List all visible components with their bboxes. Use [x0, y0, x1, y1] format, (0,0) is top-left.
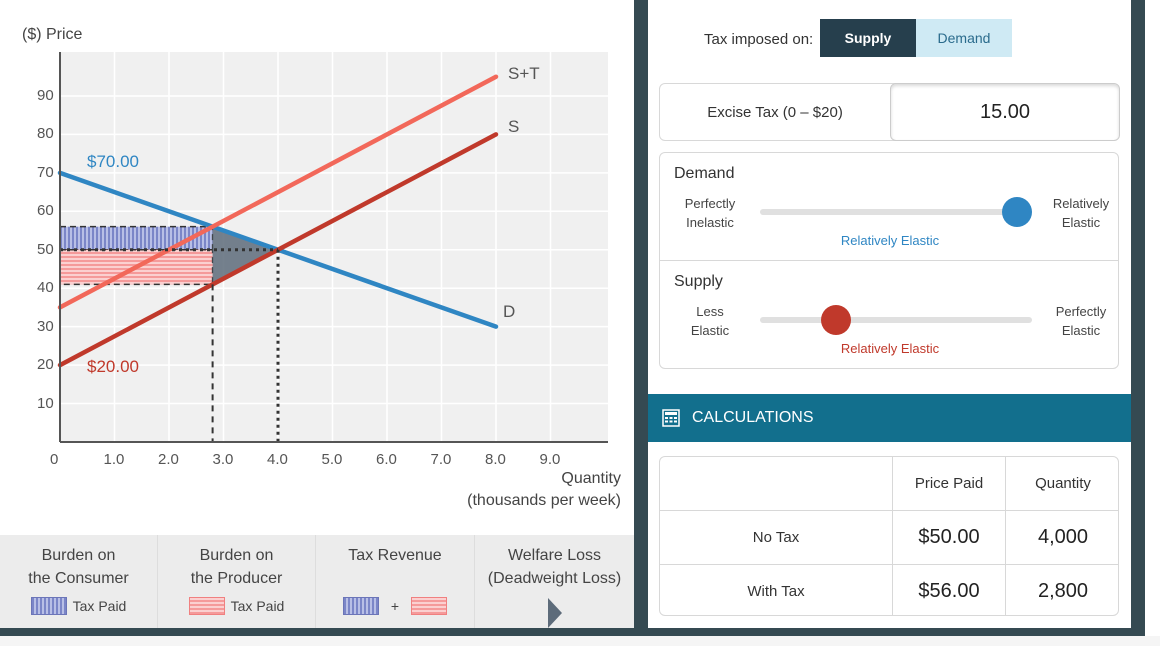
demand-line-label: D — [503, 302, 516, 321]
revenue-plus: + — [390, 598, 400, 614]
supply-elasticity-value: Relatively Elastic — [840, 341, 940, 356]
legend-consumer-line2: the Consumer — [28, 570, 129, 587]
guide-lines — [60, 248, 280, 442]
y-tick-label: 60 — [37, 202, 54, 220]
supply-right-line1: Perfectly — [1055, 304, 1107, 319]
x-tick-label: 5.0 — [321, 451, 343, 468]
y-tick-label: 30 — [37, 317, 54, 335]
y-tick-label: 80 — [37, 125, 54, 143]
revenue-consumer-swatch — [342, 597, 379, 615]
y-tick-label: 50 — [37, 240, 54, 258]
excise-tax-box: Excise Tax (0 – $20) 15.00 — [659, 83, 1120, 141]
tax-imposed-label: Tax imposed on: — [704, 31, 814, 48]
y-tick-label: 90 — [37, 86, 54, 104]
col-price-paid: Price Paid — [914, 475, 984, 492]
panel-gap — [634, 0, 648, 636]
demand-right-line2: Elastic — [1061, 215, 1101, 230]
row-no-tax-label: No Tax — [752, 529, 800, 546]
y-axis-label: ($) Price — [22, 26, 83, 43]
legend-revenue-title: Tax Revenue — [348, 547, 442, 564]
supply-right-line2: Elastic — [1061, 323, 1101, 338]
bottom-strip — [0, 636, 1160, 646]
x-axis-label-line1: Quantity — [561, 470, 621, 487]
demand-intercept-label: $70.00 — [87, 152, 139, 171]
y-tick-label: 40 — [37, 279, 54, 297]
legend-consumer: Burden on the Consumer Tax Paid — [0, 535, 158, 628]
supply-right-label: Perfectly Elastic — [1043, 302, 1119, 340]
supply-slider-title: Supply — [674, 273, 723, 290]
demand-left-label: Perfectly Inelastic — [670, 194, 750, 232]
supply-slider-track[interactable] — [760, 317, 1032, 323]
tax-on-supply-button[interactable]: Supply — [820, 19, 916, 57]
legend-welfare-line1: Welfare Loss — [507, 547, 602, 564]
legend-producer-line1: Burden on — [199, 547, 274, 564]
chart-panel: ($) Price 10 20 30 40 50 60 70 80 90 1.0 2.0 3.0 4.… — [0, 26, 634, 628]
legend-welfare: Welfare Loss (Deadweight Loss) — [475, 535, 634, 628]
y-tick-label: 70 — [37, 163, 54, 181]
x-tick-label: 2.0 — [158, 451, 179, 468]
supply-left-label: Less Elastic — [670, 302, 750, 340]
legend-producer: Burden on the Producer Tax Paid — [158, 535, 316, 628]
right-edge — [1145, 0, 1160, 636]
x-tick-label: 1.0 — [103, 451, 125, 468]
x-tick-label: 6.0 — [376, 451, 397, 468]
calculator-icon — [662, 409, 680, 427]
calculations-title: CALCULATIONS — [692, 409, 814, 426]
demand-slider-title: Demand — [674, 165, 735, 182]
legend-producer-line2: the Producer — [190, 570, 283, 587]
supply-intercept-label: $20.00 — [87, 357, 139, 376]
revenue-producer-swatch — [411, 597, 448, 615]
x-tick-label: 7.0 — [430, 451, 452, 468]
legend-welfare-line2: (Deadweight Loss) — [487, 570, 622, 587]
row-with-tax-label: With Tax — [747, 582, 805, 600]
calculations-table: Price Paid Quantity No Tax $50.00 4,000 … — [659, 456, 1119, 616]
supply-slider-handle[interactable] — [820, 305, 851, 335]
producer-swatch-label: Tax Paid — [230, 598, 285, 614]
tax-on-demand-button[interactable]: Demand — [916, 19, 1012, 57]
row-no-tax-price: $50.00 — [918, 526, 980, 548]
demand-right-label: Relatively Elastic — [1043, 194, 1119, 232]
demand-slider-handle[interactable] — [1002, 197, 1032, 227]
row-with-tax-quantity: 2,800 — [1037, 579, 1089, 602]
demand-slider-track[interactable] — [760, 209, 1032, 215]
controls-panel: Tax imposed on: Supply Demand Excise Tax… — [648, 0, 1160, 636]
x-tick-label: 4.0 — [267, 451, 288, 468]
controls-inner: Tax imposed on: Supply Demand Excise Tax… — [648, 0, 1131, 628]
row-no-tax-quantity: 4,000 — [1037, 526, 1089, 548]
demand-left-line1: Perfectly — [684, 196, 736, 211]
supply-demand-chart — [57, 52, 608, 443]
x-tick-label: 8.0 — [485, 451, 506, 468]
x-origin-label: 0 — [50, 451, 59, 468]
deadweight-loss-area — [212, 226, 278, 285]
y-tick-label: 10 — [37, 394, 54, 412]
supply-tax-line-label: S+T — [508, 64, 540, 83]
excise-tax-input[interactable]: 15.00 — [890, 83, 1120, 141]
col-quantity: Quantity — [1035, 475, 1091, 492]
producer-swatch — [188, 597, 225, 615]
consumer-swatch-label: Tax Paid — [72, 598, 127, 614]
demand-left-line2: Inelastic — [686, 215, 734, 230]
x-axis-label-line2: (thousands per week) — [467, 492, 621, 509]
legend-revenue: Tax Revenue + — [316, 535, 475, 628]
legend-bar: Burden on the Consumer Tax Paid Burden o… — [0, 535, 634, 628]
demand-right-line1: Relatively — [1052, 196, 1110, 211]
legend-consumer-line1: Burden on — [41, 547, 116, 564]
supply-line-label: S — [508, 117, 520, 136]
calculations-header: CALCULATIONS — [648, 394, 1131, 442]
play-triangle-icon[interactable] — [547, 597, 563, 629]
demand-elasticity-value: Relatively Elastic — [840, 233, 940, 248]
supply-left-line2: Elastic — [690, 323, 730, 338]
supply-left-line1: Less — [696, 304, 724, 319]
elasticity-divider — [660, 260, 1118, 261]
excise-tax-label: Excise Tax (0 – $20) — [707, 103, 843, 121]
row-with-tax-price: $56.00 — [918, 579, 980, 602]
left-frame-bottom — [0, 628, 634, 636]
elasticity-box: Demand Perfectly Inelastic Relatively El… — [659, 152, 1119, 369]
x-tick-label: 9.0 — [539, 451, 561, 468]
x-tick-label: 3.0 — [212, 451, 234, 468]
consumer-swatch — [30, 597, 67, 615]
series-line-splust — [57, 74, 499, 310]
y-tick-label: 20 — [37, 356, 54, 374]
